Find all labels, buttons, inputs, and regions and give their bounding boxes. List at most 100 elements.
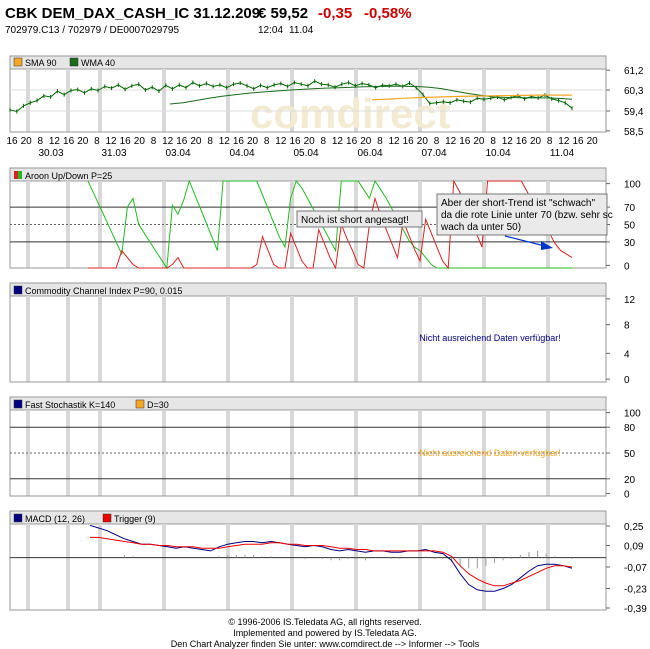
x-hour-label: 20: [134, 136, 146, 147]
stoch-k-legend-swatch: [13, 399, 23, 409]
cci-no-data-message: Nicht ausreichend Daten verfügbar!: [419, 333, 561, 343]
x-date-label: 04.04: [229, 148, 254, 159]
footer-copyright: © 1996-2006 IS.Teledata AG, all rights r…: [228, 617, 422, 627]
x-hour-label: 8: [490, 136, 496, 147]
annotation-text-weak-line2: da die rote Linie unter 70 (bzw. sehr sc: [441, 210, 613, 221]
cci-legend-label: Commodity Channel Index P=90, 0.015: [25, 286, 182, 296]
annotation-text-weak-line3: wach da unter 50): [440, 222, 521, 233]
x-hour-label: 20: [77, 136, 89, 147]
price-ytick: 58,5: [624, 127, 644, 138]
x-hour-label: 16: [459, 136, 471, 147]
x-hour-label: 12: [105, 136, 117, 147]
macd-line: [89, 524, 573, 592]
x-date-label: 30.03: [38, 148, 63, 159]
x-hour-label: 20: [473, 136, 485, 147]
macd-plot-area: [9, 523, 607, 611]
x-date-label: 31.03: [101, 148, 126, 159]
stoch-ytick: 100: [624, 409, 641, 420]
sma-line: [371, 94, 572, 101]
stoch-frame: [9, 396, 607, 497]
stoch-k-legend-label: Fast Stochastik K=140: [25, 400, 115, 410]
x-hour-label: 12: [162, 136, 174, 147]
aroon-up-line: [87, 179, 572, 270]
cci-frame: [9, 282, 607, 383]
x-hour-label: 20: [190, 136, 202, 147]
x-date-label: 03.04: [165, 148, 190, 159]
x-hour-label: 20: [587, 136, 599, 147]
header-title: CBK DEM_DAX_CASH_IC 31.12.209: [5, 5, 261, 22]
x-hour-label: 20: [417, 136, 429, 147]
cci-ytick: 4: [624, 349, 630, 360]
aroon-legend-bar: [10, 168, 606, 181]
macd-ytick: -0,23: [624, 585, 647, 596]
wma-legend-swatch: [69, 57, 79, 67]
x-hour-label: 12: [275, 136, 287, 147]
x-hour-label: 12: [445, 136, 457, 147]
x-hour-label: 8: [321, 136, 327, 147]
price-ytick: 59,4: [624, 107, 644, 118]
trigger-legend-swatch: [102, 513, 112, 523]
x-hour-label: 8: [377, 136, 383, 147]
aroon-ytick: 50: [624, 221, 636, 232]
x-hour-label: 12: [388, 136, 400, 147]
x-hour-label: 8: [434, 136, 440, 147]
x-hour-label: 16: [572, 136, 584, 147]
x-hour-label: 20: [247, 136, 259, 147]
annotation-box-short: [296, 210, 423, 228]
header-change: -0,35: [318, 5, 353, 22]
cci-plot-area: [9, 295, 607, 383]
header-ids: 702979.C13 / 702979 / DE0007029795: [5, 25, 180, 36]
aroon-down-line: [88, 179, 573, 270]
x-hour-label: 12: [502, 136, 514, 147]
x-date-label: 07.04: [421, 148, 446, 159]
aroon-ytick: 100: [624, 180, 641, 191]
wma-line: [169, 85, 573, 105]
header-date: 11.04: [289, 25, 314, 36]
header-time: 12:04: [258, 25, 284, 36]
macd-ytick: -0,07: [624, 563, 647, 574]
x-hour-label: 8: [151, 136, 157, 147]
macd-legend-bar: [10, 511, 606, 524]
price-line: [9, 80, 573, 113]
x-hour-label: 16: [516, 136, 528, 147]
x-hour-label: 8: [94, 136, 100, 147]
x-hour-label: 16: [120, 136, 132, 147]
stoch-d-legend-label: D=30: [147, 400, 169, 410]
x-hour-label: 8: [547, 136, 553, 147]
trigger-line: [90, 536, 573, 587]
stoch-d-legend-swatch: [135, 399, 145, 409]
cci-legend-swatch: [13, 285, 23, 295]
x-hour-label: 16: [403, 136, 415, 147]
x-hour-label: 12: [332, 136, 344, 147]
stoch-ytick: 50: [624, 449, 636, 460]
x-hour-label: 16: [233, 136, 245, 147]
price-legend-bar: [10, 56, 606, 69]
price-ytick: 60,3: [624, 86, 644, 97]
x-hour-label: 8: [38, 136, 44, 147]
aroon-ytick: 70: [624, 203, 636, 214]
x-hour-label: 8: [264, 136, 270, 147]
x-date-label: 10.04: [485, 148, 510, 159]
x-hour-label: 20: [530, 136, 542, 147]
x-hour-label: 20: [304, 136, 316, 147]
annotation-arrow-line: [504, 235, 546, 247]
x-hour-label: 12: [49, 136, 61, 147]
aroon-ytick: 0: [624, 261, 630, 272]
trigger-legend-label: Trigger (9): [114, 514, 156, 524]
x-hour-label: 12: [558, 136, 570, 147]
footer-implemented: Implemented and powered by IS.Teledata A…: [233, 628, 417, 638]
wma-legend-label: WMA 40: [81, 58, 115, 68]
sma-legend-label: SMA 90: [25, 58, 57, 68]
x-date-label: 06.04: [357, 148, 382, 159]
cci-ytick: 8: [624, 321, 630, 332]
macd-ytick: 0,09: [624, 542, 644, 553]
stoch-ytick: 0: [624, 489, 630, 500]
annotation-box-weak: [436, 193, 608, 236]
macd-legend-swatch: [13, 513, 23, 523]
header-change-pct: -0,58%: [364, 5, 412, 22]
x-hour-label: 20: [360, 136, 372, 147]
x-hour-label: 16: [176, 136, 188, 147]
annotation-arrow-head: [541, 241, 553, 250]
footer-analyzer-link: Den Chart Analyzer finden Sie unter: www…: [170, 639, 480, 649]
